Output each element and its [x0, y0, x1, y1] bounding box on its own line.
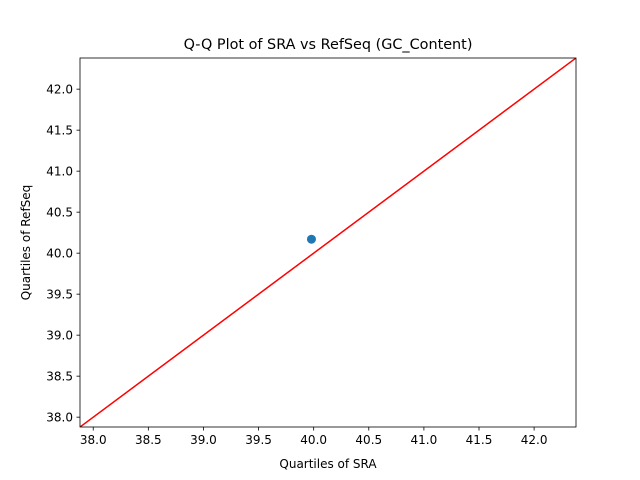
chart-title: Q-Q Plot of SRA vs RefSeq (GC_Content) [184, 37, 473, 53]
y-tick-label: 41.0 [46, 164, 73, 178]
y-tick-label: 39.0 [46, 328, 73, 342]
x-tick-label: 39.5 [245, 433, 272, 447]
x-tick-label: 39.0 [190, 433, 217, 447]
x-tick-label: 41.0 [411, 433, 438, 447]
x-tick-label: 38.5 [135, 433, 162, 447]
y-tick-label: 40.0 [46, 246, 73, 260]
x-axis-label: Quartiles of SRA [279, 457, 377, 471]
plot-area [80, 58, 576, 427]
x-tick-label: 40.0 [300, 433, 327, 447]
y-tick-label: 42.0 [46, 82, 73, 96]
y-axis-ticks: 38.0 38.5 39.0 39.5 40.0 40.5 41.0 41.5 42.0 [46, 82, 80, 424]
x-tick-label: 42.0 [521, 433, 548, 447]
x-tick-label: 38.0 [80, 433, 107, 447]
y-tick-label: 38.5 [46, 369, 73, 383]
reference-line [80, 58, 576, 427]
y-tick-label: 40.5 [46, 205, 73, 219]
y-axis-label: Quartiles of RefSeq [19, 185, 33, 301]
y-tick-label: 41.5 [46, 123, 73, 137]
data-point [306, 234, 316, 244]
y-tick-label: 39.5 [46, 287, 73, 301]
x-tick-label: 41.5 [466, 433, 493, 447]
x-axis-ticks: 38.0 38.5 39.0 39.5 40.0 40.5 41.0 41.5 42.0 [80, 427, 548, 447]
y-tick-label: 38.0 [46, 410, 73, 424]
x-tick-label: 40.5 [355, 433, 382, 447]
axes-frame [79, 57, 577, 428]
